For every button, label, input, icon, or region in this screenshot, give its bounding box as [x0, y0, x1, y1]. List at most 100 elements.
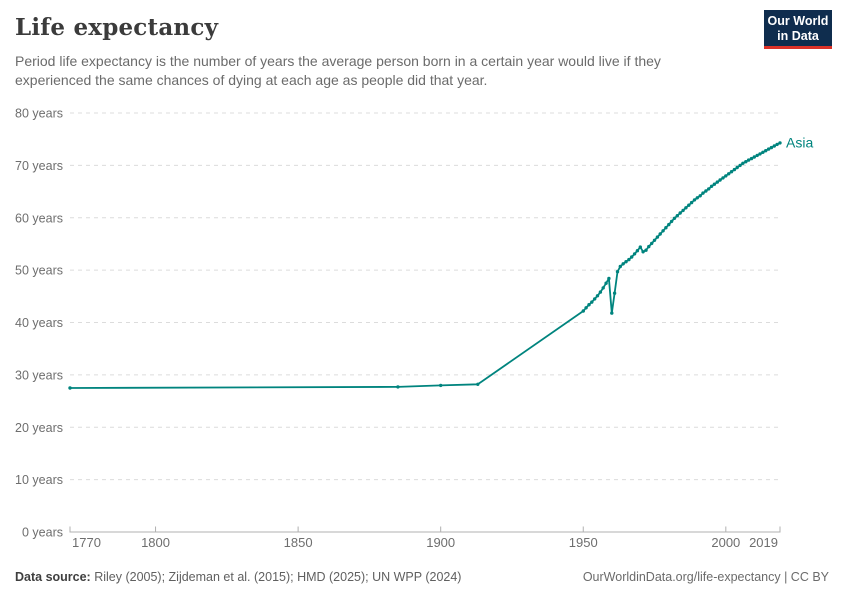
data-point[interactable]: [698, 194, 702, 198]
data-point[interactable]: [672, 216, 677, 220]
data-point[interactable]: [758, 152, 762, 156]
data-point[interactable]: [704, 189, 708, 193]
data-point[interactable]: [667, 222, 671, 227]
series-label-asia[interactable]: Asia: [786, 134, 813, 150]
y-tick-label: 80 years: [15, 107, 63, 121]
x-tick-label: 2019: [749, 535, 778, 550]
y-tick-label: 10 years: [15, 473, 63, 487]
data-point[interactable]: [624, 260, 628, 264]
data-point[interactable]: [732, 167, 737, 172]
data-source-text: Riley (2005); Zijdeman et al. (2015); HM…: [90, 570, 462, 584]
data-point[interactable]: [396, 385, 400, 389]
data-point[interactable]: [587, 303, 591, 307]
data-point[interactable]: [778, 141, 782, 145]
chart-subtitle: Period life expectancy is the number of …: [15, 52, 661, 90]
subtitle-line1: Period life expectancy is the number of …: [15, 53, 661, 69]
data-point[interactable]: [621, 262, 625, 266]
x-tick-label: 1900: [426, 535, 455, 550]
x-tick-label: 1950: [569, 535, 598, 550]
data-point[interactable]: [655, 235, 660, 239]
data-point[interactable]: [669, 219, 674, 224]
data-point[interactable]: [735, 165, 739, 170]
data-point[interactable]: [681, 208, 685, 213]
owid-credit-link[interactable]: OurWorldinData.org/life-expectancy | CC …: [582, 570, 829, 584]
owid-logo-line2: in Data: [777, 28, 819, 43]
data-point[interactable]: [766, 147, 771, 151]
data-point[interactable]: [715, 180, 719, 184]
data-point[interactable]: [738, 163, 742, 168]
asia-line[interactable]: [69, 142, 781, 389]
page-title: Life expectancy: [15, 14, 219, 41]
data-point[interactable]: [746, 158, 751, 162]
data-point[interactable]: [675, 214, 679, 218]
data-point[interactable]: [764, 149, 768, 153]
data-point[interactable]: [692, 198, 697, 202]
data-point[interactable]: [752, 155, 756, 159]
data-point[interactable]: [595, 294, 600, 298]
data-point[interactable]: [729, 170, 734, 174]
data-point[interactable]: [769, 145, 774, 150]
data-point[interactable]: [68, 386, 72, 390]
data-point[interactable]: [593, 297, 597, 301]
data-point[interactable]: [689, 200, 694, 205]
data-point[interactable]: [709, 184, 714, 188]
y-gridlines: [70, 112, 780, 481]
data-point[interactable]: [612, 291, 617, 295]
y-tick-label: 50 years: [15, 264, 63, 278]
data-point[interactable]: [661, 229, 665, 233]
data-source-note: Data source: Riley (2005); Zijdeman et a…: [15, 570, 461, 584]
asia-line-points: [68, 141, 782, 390]
data-point[interactable]: [684, 206, 688, 210]
data-point[interactable]: [761, 150, 765, 154]
data-point[interactable]: [724, 174, 728, 178]
data-point[interactable]: [712, 182, 717, 186]
data-point[interactable]: [627, 257, 631, 262]
y-tick-label: 40 years: [15, 316, 63, 330]
data-point[interactable]: [584, 306, 588, 310]
data-point[interactable]: [678, 211, 682, 215]
data-point[interactable]: [701, 191, 705, 195]
data-point[interactable]: [615, 270, 620, 274]
data-point[interactable]: [598, 290, 603, 294]
data-point[interactable]: [476, 382, 480, 386]
data-point[interactable]: [604, 281, 608, 285]
data-point[interactable]: [687, 203, 691, 207]
data-point[interactable]: [721, 176, 725, 180]
data-point[interactable]: [610, 311, 614, 315]
data-point[interactable]: [775, 142, 779, 147]
y-tick-label: 0 years: [22, 526, 63, 540]
data-point[interactable]: [741, 161, 745, 165]
data-point[interactable]: [581, 309, 585, 313]
data-point[interactable]: [635, 249, 640, 253]
data-point[interactable]: [439, 383, 443, 388]
data-point[interactable]: [652, 238, 657, 242]
data-point[interactable]: [601, 286, 605, 290]
data-point[interactable]: [638, 245, 642, 249]
owid-logo-line1: Our World: [767, 14, 829, 28]
data-point[interactable]: [718, 178, 722, 182]
data-point[interactable]: [630, 255, 634, 259]
data-point[interactable]: [607, 276, 611, 281]
data-point[interactable]: [749, 156, 754, 161]
data-point[interactable]: [647, 244, 651, 249]
data-point[interactable]: [618, 264, 622, 269]
data-point[interactable]: [727, 172, 731, 176]
data-source-label: Data source:: [15, 570, 91, 584]
data-point[interactable]: [658, 232, 662, 236]
data-point[interactable]: [641, 250, 645, 254]
data-point[interactable]: [772, 144, 776, 148]
y-tick-label: 60 years: [15, 211, 63, 225]
data-point[interactable]: [707, 187, 711, 191]
data-point[interactable]: [644, 248, 648, 252]
x-axis: 1770 1800 1850 1900 1950 2000 2019: [69, 526, 781, 550]
data-point[interactable]: [632, 252, 637, 256]
x-tick-label: 1850: [284, 535, 313, 550]
data-point[interactable]: [744, 160, 748, 164]
data-point[interactable]: [695, 196, 699, 200]
owid-logo[interactable]: Our World in Data: [764, 10, 832, 49]
data-point[interactable]: [650, 241, 654, 246]
data-point[interactable]: [664, 226, 668, 230]
data-point[interactable]: [755, 153, 759, 158]
data-point[interactable]: [590, 300, 594, 304]
